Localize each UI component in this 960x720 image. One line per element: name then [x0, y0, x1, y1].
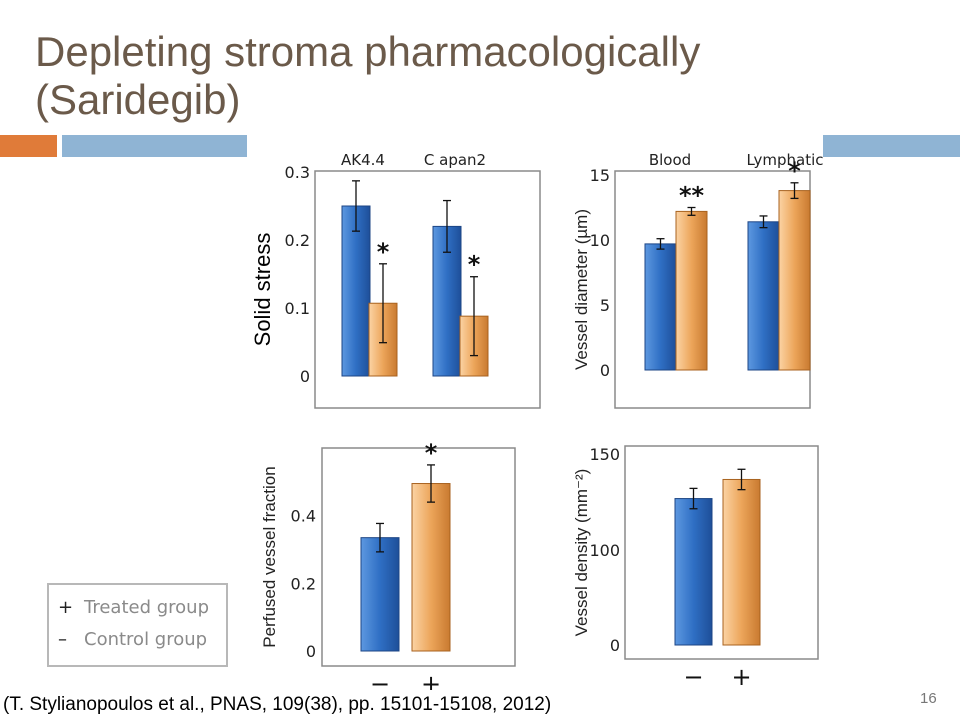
- y-tick-label: 0.4: [291, 507, 316, 526]
- chart-solid-stress: 0 0.1 0.2 0.3 Solid stress AK4.4 C apan2 − * + − * +: [250, 151, 541, 418]
- y-axis-label: Solid stress: [250, 233, 275, 347]
- accent-bar-orange: [0, 135, 57, 157]
- significance-marker: *: [468, 251, 481, 279]
- bar-control: [674, 498, 713, 646]
- group-label: Blood: [649, 151, 691, 169]
- legend-box: + Treated group – Control group: [47, 583, 228, 667]
- plot-solid-stress: 0 0.1 0.2 0.3 Solid stress AK4.4 C apan2 − * + − * +: [250, 151, 541, 418]
- x-sign-label: −: [650, 412, 670, 418]
- plot-frame: [314, 170, 541, 409]
- plot-vessel-diameter: 0 5 10 15 Vessel diameter (µm) Blood Lymphatic…: [572, 151, 824, 418]
- y-tick-label: 0.1: [285, 299, 310, 318]
- x-sign-label: −: [370, 670, 390, 690]
- plot-frame: [321, 447, 516, 667]
- x-sign-label: −: [753, 412, 773, 418]
- y-tick-label: 0: [610, 636, 620, 655]
- bar-treated: [411, 483, 451, 652]
- chart-vessel-density: 0 100 150 Vessel density (mm⁻²) − +: [572, 445, 819, 690]
- accent-bar-blue-left: [62, 135, 247, 157]
- bar-control: [644, 243, 677, 371]
- accent-bar-blue-right: [823, 135, 960, 157]
- slide-title: Depleting stroma pharmacologically (Sari…: [35, 28, 915, 124]
- x-sign-label: −: [683, 663, 703, 690]
- group-label: AK4.4: [341, 151, 385, 169]
- bar-treated: [778, 190, 811, 371]
- y-tick-label: 0: [306, 642, 316, 661]
- x-sign-label: −: [346, 412, 366, 418]
- citation: (T. Stylianopoulos et al., PNAS, 109(38)…: [3, 694, 552, 715]
- x-sign-label: +: [421, 670, 441, 690]
- bar-control: [432, 225, 462, 377]
- plot-vessel-density: 0 100 150 Vessel density (mm⁻²) − +: [572, 445, 819, 690]
- y-tick-label: 0: [300, 367, 310, 386]
- page-number: 16: [920, 690, 937, 707]
- y-axis-label: Vessel diameter (µm): [572, 209, 591, 370]
- x-sign-label: +: [731, 663, 751, 690]
- legend-control-label: Control group: [84, 629, 208, 650]
- y-axis-label: Vessel density (mm⁻²): [572, 469, 591, 637]
- significance-marker: *: [377, 238, 390, 266]
- group-label: C apan2: [424, 151, 486, 169]
- y-tick-label: 150: [589, 445, 620, 464]
- chart-perfused-fraction: 0 0.2 0.4 Perfused vessel fraction − * +: [260, 440, 516, 690]
- y-tick-label: 10: [590, 231, 610, 250]
- bar-treated: [675, 210, 708, 371]
- slide-title-line2: (Saridegib): [35, 76, 241, 123]
- legend-treated-label: Treated group: [84, 597, 210, 618]
- plot-frame: [624, 445, 819, 660]
- plot-perfused-fraction: 0 0.2 0.4 Perfused vessel fraction − * +: [260, 440, 516, 690]
- y-tick-label: 0.3: [285, 163, 310, 182]
- y-tick-label: 100: [589, 541, 620, 560]
- bar-treated: [722, 478, 761, 646]
- y-tick-label: 15: [590, 166, 610, 185]
- chart-vessel-diameter: 0 5 10 15 Vessel diameter (µm) Blood Lymphatic…: [572, 151, 824, 418]
- legend-control-symbol: –: [58, 629, 67, 650]
- bar-control: [360, 537, 400, 652]
- x-sign-label: +: [464, 412, 484, 418]
- legend-treated: + Treated group: [58, 597, 209, 618]
- group-label: Lymphatic: [747, 151, 824, 169]
- legend-treated-symbol: +: [58, 597, 74, 618]
- significance-marker: *: [425, 440, 438, 467]
- y-tick-label: 0: [600, 361, 610, 380]
- legend-control: – Control group: [58, 629, 207, 650]
- bar-control: [747, 221, 780, 371]
- y-axis-label: Perfused vessel fraction: [260, 466, 279, 647]
- x-sign-label: −: [437, 412, 457, 418]
- x-sign-label: +: [681, 412, 701, 418]
- x-sign-label: +: [373, 412, 393, 418]
- slide-title-line1: Depleting stroma pharmacologically: [35, 28, 701, 75]
- significance-marker: *: [788, 157, 801, 185]
- y-tick-label: 0.2: [285, 231, 310, 250]
- x-sign-label: +: [784, 412, 804, 418]
- significance-marker: **: [679, 182, 705, 210]
- y-tick-label: 0.2: [291, 574, 316, 593]
- y-tick-label: 5: [600, 296, 610, 315]
